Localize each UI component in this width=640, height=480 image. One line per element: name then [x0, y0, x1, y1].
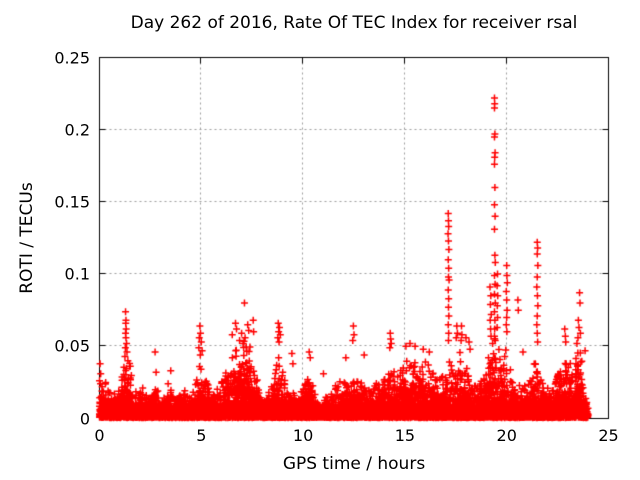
x-tick-label: 5 — [196, 426, 207, 445]
x-axis-label: GPS time / hours — [282, 454, 426, 474]
x-tick-label: 25 — [598, 426, 619, 445]
x-tick-label: 10 — [292, 426, 314, 445]
x-tick-label: 15 — [394, 426, 416, 445]
x-tick-label: 20 — [496, 426, 517, 445]
y-tick-label: 0.2 — [64, 120, 90, 140]
y-tick-label: 0.15 — [54, 192, 90, 212]
y-tick-label: 0.05 — [54, 336, 90, 356]
y-tick-label: 0.1 — [64, 264, 90, 284]
y-tick-label: 0 — [79, 409, 90, 428]
chart-title: Day 262 of 2016, Rate Of TEC Index for r… — [130, 13, 578, 33]
y-tick-label: 0.25 — [54, 48, 90, 67]
x-tick-label: 0 — [94, 426, 105, 445]
